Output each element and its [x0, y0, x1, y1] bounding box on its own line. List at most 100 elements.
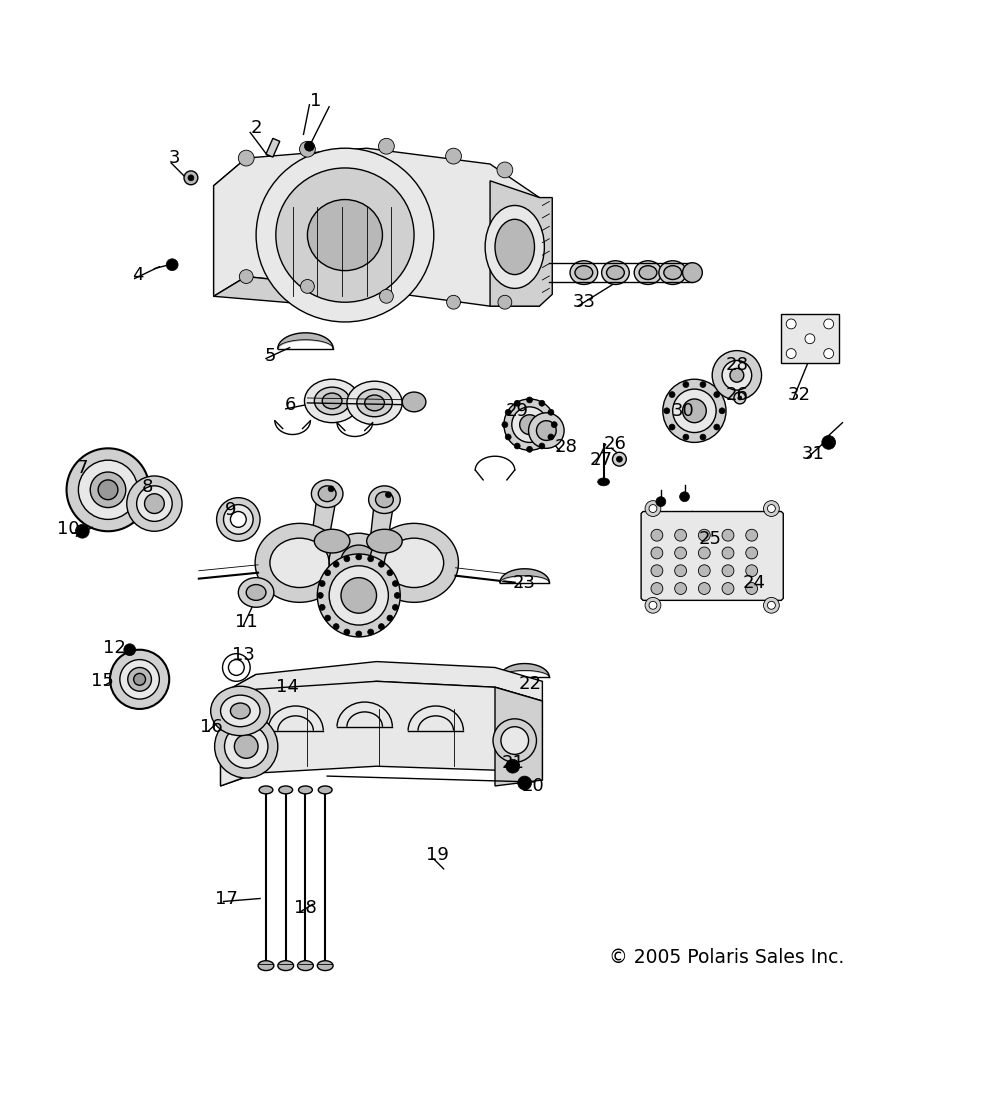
- Ellipse shape: [722, 360, 751, 390]
- Ellipse shape: [312, 479, 343, 508]
- Ellipse shape: [356, 389, 392, 417]
- Ellipse shape: [501, 726, 529, 755]
- Ellipse shape: [235, 735, 258, 758]
- Circle shape: [502, 422, 508, 428]
- Ellipse shape: [346, 381, 402, 424]
- Circle shape: [300, 141, 316, 158]
- Ellipse shape: [98, 479, 118, 499]
- Circle shape: [301, 280, 315, 293]
- Circle shape: [745, 583, 757, 594]
- Ellipse shape: [229, 660, 245, 676]
- Text: 27: 27: [590, 451, 613, 469]
- Circle shape: [745, 565, 757, 576]
- Circle shape: [683, 434, 689, 440]
- Circle shape: [805, 334, 815, 344]
- Circle shape: [767, 602, 775, 609]
- Ellipse shape: [384, 538, 444, 587]
- Text: 33: 33: [572, 293, 595, 311]
- Circle shape: [539, 443, 545, 449]
- Text: 3: 3: [168, 149, 180, 168]
- Ellipse shape: [231, 511, 247, 527]
- Ellipse shape: [635, 261, 662, 284]
- Polygon shape: [221, 661, 543, 709]
- Ellipse shape: [224, 505, 253, 534]
- Polygon shape: [490, 181, 552, 306]
- Ellipse shape: [368, 486, 400, 514]
- Text: 14: 14: [276, 678, 299, 696]
- Text: 24: 24: [742, 574, 765, 592]
- Circle shape: [344, 629, 349, 635]
- Circle shape: [378, 139, 394, 154]
- Ellipse shape: [493, 719, 537, 763]
- Circle shape: [367, 555, 373, 562]
- Ellipse shape: [66, 449, 149, 531]
- Text: 11: 11: [235, 613, 257, 631]
- Circle shape: [124, 644, 136, 656]
- Text: 1: 1: [310, 91, 321, 110]
- Circle shape: [319, 581, 325, 586]
- Ellipse shape: [504, 399, 555, 451]
- Circle shape: [240, 270, 253, 283]
- Circle shape: [649, 505, 657, 512]
- Circle shape: [651, 583, 663, 594]
- Ellipse shape: [682, 399, 706, 423]
- Text: 7: 7: [76, 460, 88, 477]
- Polygon shape: [214, 158, 247, 296]
- Circle shape: [334, 624, 340, 629]
- Ellipse shape: [110, 650, 169, 709]
- Circle shape: [698, 529, 710, 541]
- Ellipse shape: [259, 786, 273, 793]
- Polygon shape: [495, 688, 543, 786]
- Ellipse shape: [730, 368, 743, 382]
- Ellipse shape: [341, 577, 376, 613]
- Ellipse shape: [305, 379, 359, 423]
- Text: 29: 29: [505, 402, 529, 420]
- Ellipse shape: [281, 682, 305, 706]
- Circle shape: [527, 397, 533, 403]
- Ellipse shape: [375, 491, 393, 508]
- Circle shape: [674, 547, 686, 559]
- Ellipse shape: [278, 961, 294, 971]
- Text: 20: 20: [521, 777, 544, 795]
- Circle shape: [505, 434, 511, 440]
- Circle shape: [551, 422, 557, 428]
- Ellipse shape: [322, 393, 342, 409]
- Circle shape: [617, 456, 623, 462]
- Circle shape: [719, 408, 725, 413]
- Circle shape: [446, 295, 460, 310]
- Text: 10: 10: [57, 520, 80, 538]
- Ellipse shape: [315, 529, 349, 553]
- Text: 18: 18: [294, 899, 317, 917]
- Ellipse shape: [341, 545, 376, 576]
- Ellipse shape: [485, 205, 544, 289]
- Ellipse shape: [319, 486, 336, 501]
- Ellipse shape: [304, 562, 327, 580]
- Circle shape: [645, 597, 661, 613]
- Ellipse shape: [217, 498, 260, 541]
- Circle shape: [722, 583, 734, 594]
- Circle shape: [514, 400, 520, 407]
- Circle shape: [824, 348, 834, 358]
- Circle shape: [75, 525, 89, 538]
- Ellipse shape: [329, 533, 388, 588]
- Ellipse shape: [128, 668, 151, 691]
- Circle shape: [674, 565, 686, 576]
- Ellipse shape: [598, 478, 610, 486]
- Circle shape: [184, 171, 198, 185]
- Ellipse shape: [231, 703, 250, 719]
- Polygon shape: [221, 681, 543, 786]
- Circle shape: [305, 141, 315, 151]
- Ellipse shape: [319, 786, 332, 793]
- Text: 5: 5: [264, 346, 275, 365]
- Circle shape: [669, 391, 675, 398]
- Ellipse shape: [90, 472, 126, 508]
- Text: 9: 9: [225, 500, 237, 519]
- Ellipse shape: [211, 687, 270, 736]
- Circle shape: [649, 602, 657, 609]
- Circle shape: [714, 391, 720, 398]
- Text: 16: 16: [200, 717, 223, 736]
- Text: © 2005 Polaris Sales Inc.: © 2005 Polaris Sales Inc.: [610, 948, 844, 968]
- Circle shape: [786, 348, 796, 358]
- Circle shape: [318, 593, 323, 598]
- Ellipse shape: [712, 350, 761, 400]
